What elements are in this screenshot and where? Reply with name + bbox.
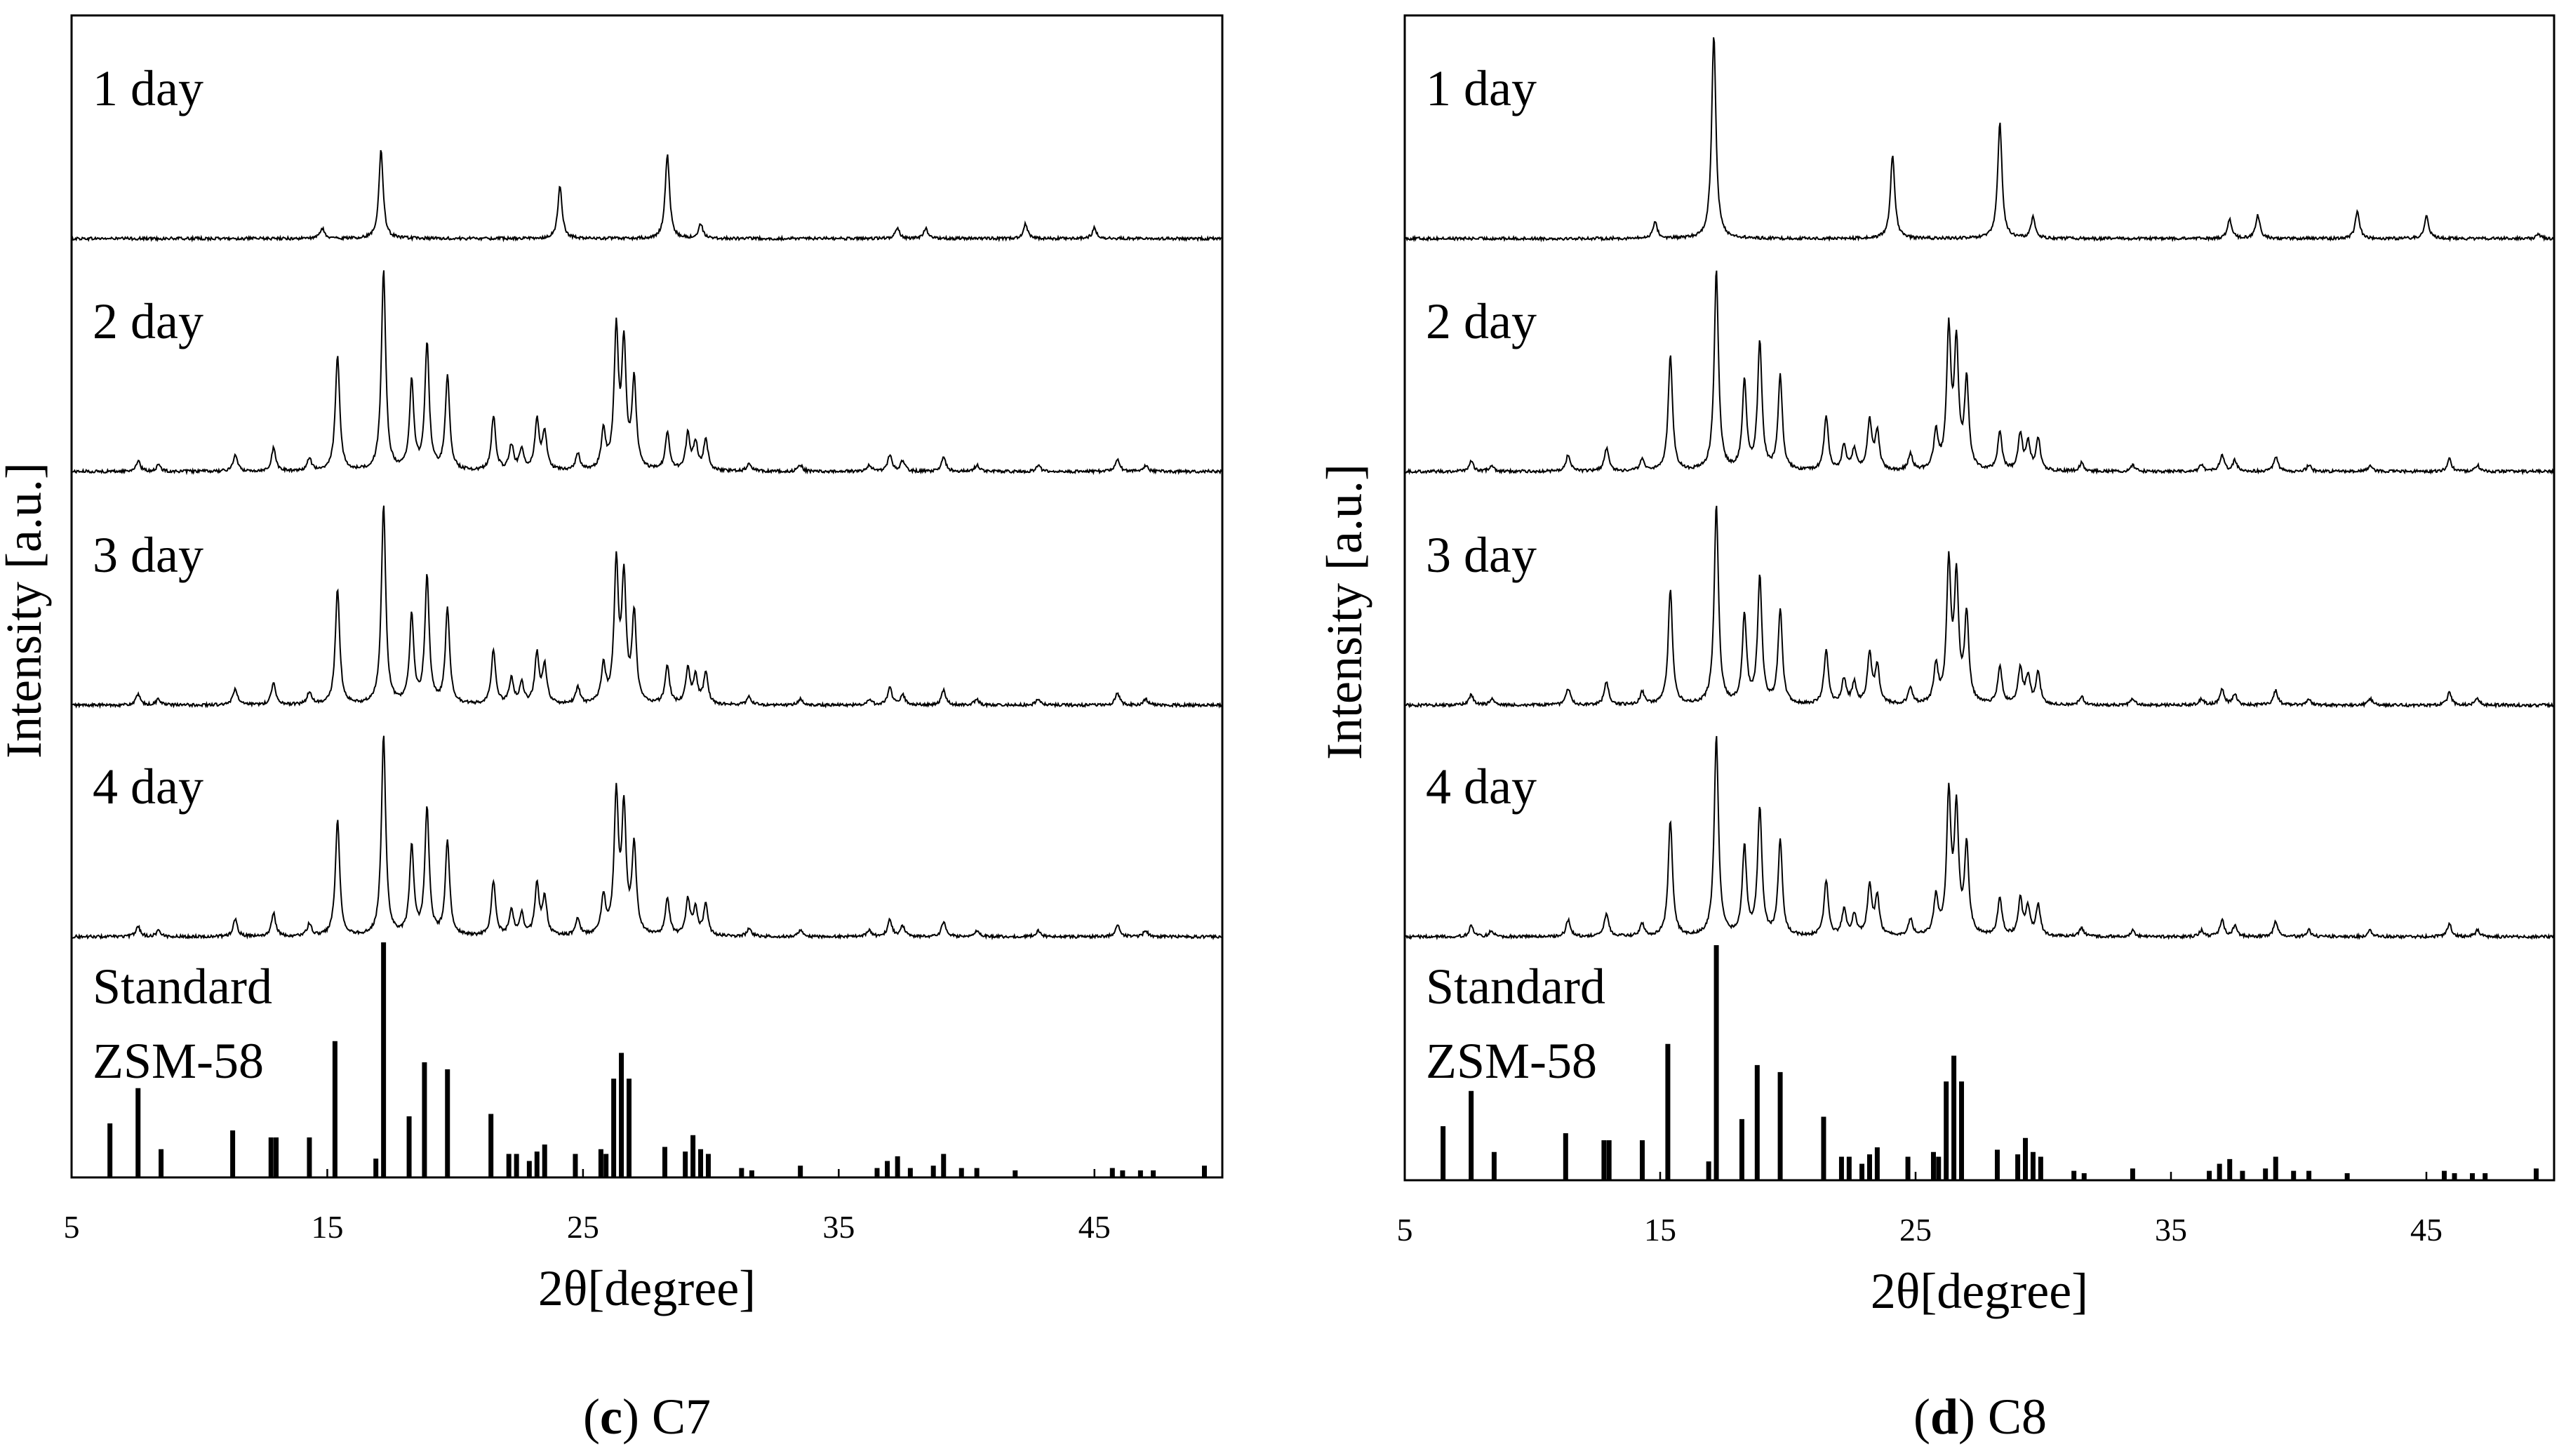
reference-label-line2: ZSM-58 — [93, 1033, 264, 1089]
x-tick-label: 15 — [311, 1209, 343, 1245]
xrd-pattern-1-day — [71, 149, 1223, 243]
series-label: 2 day — [1426, 293, 1537, 349]
xrd-pattern-3-day — [1404, 505, 2555, 709]
y-axis-label: Intensity [a.u.] — [0, 462, 52, 759]
xrd-pattern-1-day — [1404, 37, 2555, 243]
series-label: 4 day — [1426, 759, 1537, 815]
reference-label-line1: Standard — [93, 959, 272, 1015]
x-tick-label: 5 — [64, 1209, 80, 1245]
series-label: 1 day — [1426, 60, 1537, 116]
xrd-pattern-2-day — [71, 270, 1222, 476]
plot-frame — [1403, 14, 2555, 1182]
reference-label-line1: Standard — [1426, 959, 1605, 1015]
panel-d: 5 15 25 35 45 2θ[degree] Intensity [a.u.] 1 day… — [1316, 14, 2555, 1445]
series-label: 2 day — [93, 293, 203, 349]
x-tick-label: 45 — [2410, 1212, 2443, 1248]
series-label: 3 day — [1426, 527, 1537, 583]
panel-caption: (d) C8 — [1913, 1389, 2047, 1445]
y-axis-label: Intensity [a.u.] — [1316, 464, 1372, 760]
x-tick-label: 25 — [567, 1209, 599, 1245]
x-tick-label: 35 — [822, 1209, 855, 1245]
x-tick-label: 45 — [1078, 1209, 1111, 1245]
xrd-pattern-2-day — [1405, 270, 2555, 476]
reference-label-line2: ZSM-58 — [1426, 1033, 1597, 1089]
series-label: 1 day — [93, 60, 203, 116]
panel-caption: (c) C7 — [583, 1389, 711, 1445]
plot-frame — [70, 14, 1224, 1179]
x-axis-label: 2θ[degree] — [1871, 1263, 2088, 1319]
x-tick-label: 5 — [1397, 1212, 1413, 1248]
x-axis-label: 2θ[degree] — [538, 1260, 756, 1316]
series-label: 4 day — [93, 759, 203, 815]
x-tick-label: 25 — [1899, 1212, 1932, 1248]
xrd-pattern-4-day — [1404, 735, 2555, 940]
panel-c: 5 15 25 35 45 2θ[degree] Intensity [a.u.] 1 day… — [0, 14, 1224, 1445]
x-tick-label: 35 — [2155, 1212, 2187, 1248]
xrd-pattern-4-day — [71, 735, 1223, 941]
xrd-pattern-3-day — [71, 505, 1223, 709]
series-label: 3 day — [93, 527, 203, 583]
x-tick-label: 15 — [1644, 1212, 1676, 1248]
